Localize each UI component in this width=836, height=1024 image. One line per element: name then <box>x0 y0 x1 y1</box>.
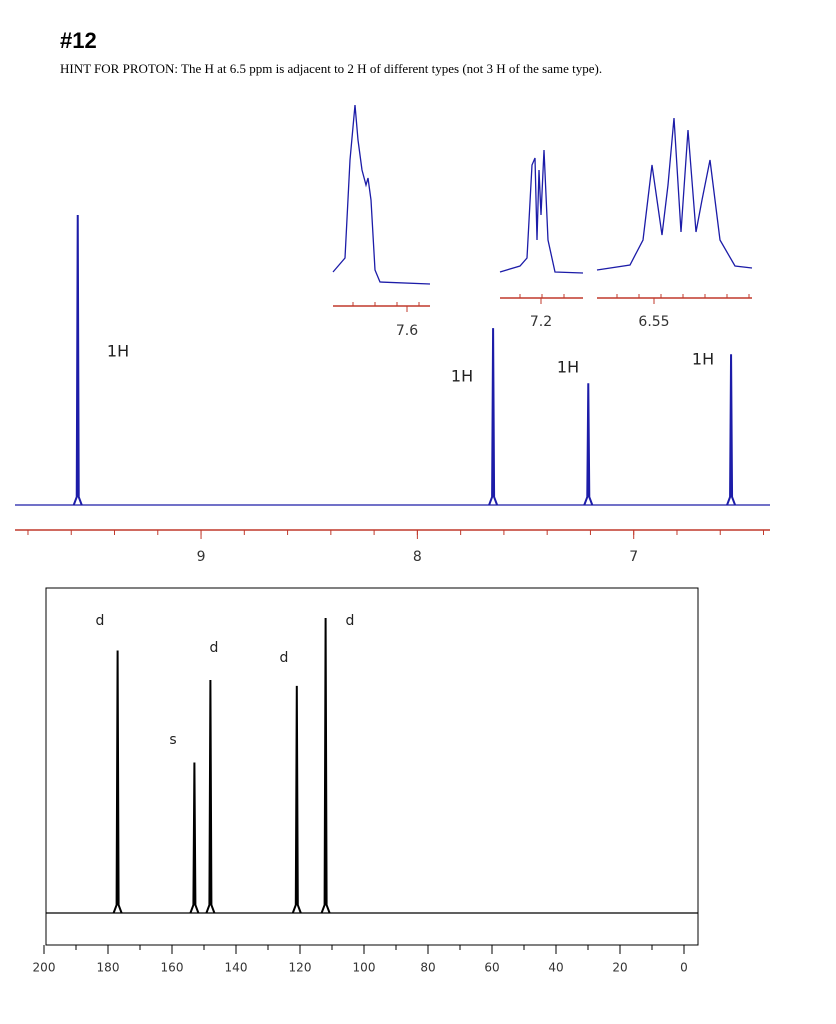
inset-tick-label: 6.55 <box>638 314 669 330</box>
peak <box>189 762 200 914</box>
x-tick-label: 8 <box>413 549 422 565</box>
peak-label: 1H <box>107 342 129 361</box>
peak <box>72 214 83 506</box>
peak-label: d <box>210 640 219 656</box>
hint: HINT FOR PROTON: The H at 6.5 ppm is adj… <box>60 61 602 76</box>
x-tick-label: 120 <box>289 961 312 975</box>
peak <box>583 383 594 506</box>
x-tick-label: 100 <box>353 961 376 975</box>
inset-tick-label: 7.6 <box>396 323 418 339</box>
x-tick-label: 80 <box>420 961 435 975</box>
x-tick-label: 20 <box>612 961 627 975</box>
x-tick-label: 0 <box>680 961 688 975</box>
inset-multiplet <box>596 117 753 271</box>
peak-label: d <box>346 613 355 629</box>
peak <box>488 328 499 506</box>
peak-label: s <box>169 732 176 748</box>
peak <box>726 354 736 506</box>
x-tick-label: 160 <box>161 961 184 975</box>
x-tick-label: 200 <box>33 961 56 975</box>
peak-label: d <box>96 613 105 629</box>
peak-label: 1H <box>692 350 714 369</box>
peak <box>205 679 216 914</box>
inset-tick-label: 7.2 <box>530 314 552 330</box>
problem-title: #12 <box>60 28 97 53</box>
inset-multiplet <box>499 149 584 274</box>
x-tick-label: 60 <box>484 961 499 975</box>
x-tick-label: 7 <box>629 549 638 565</box>
peak-label: d <box>280 650 289 666</box>
peak <box>320 617 331 914</box>
x-tick-label: 180 <box>97 961 120 975</box>
inset-multiplet <box>332 104 431 285</box>
x-tick-label: 140 <box>225 961 248 975</box>
peak-label: 1H <box>557 358 579 377</box>
peak <box>291 685 302 914</box>
x-tick-label: 40 <box>548 961 563 975</box>
plot-frame <box>45 587 699 946</box>
inset-multiplets <box>332 104 753 285</box>
peak-label: 1H <box>451 367 473 386</box>
peak <box>112 650 123 914</box>
x-tick-label: 9 <box>197 549 206 565</box>
